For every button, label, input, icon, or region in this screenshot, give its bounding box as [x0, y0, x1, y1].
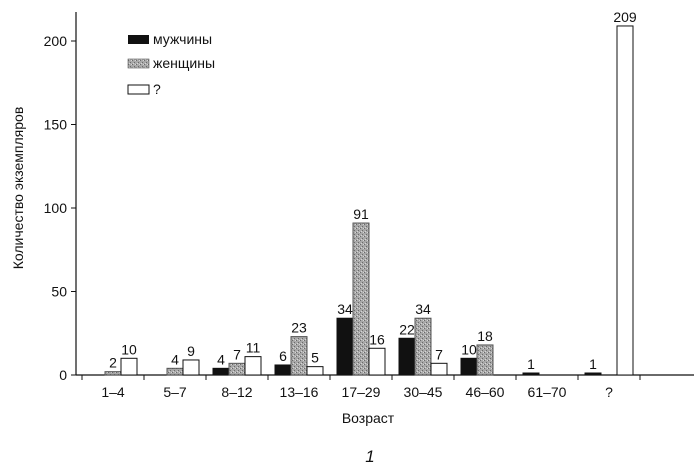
bar-men — [584, 372, 602, 376]
legend: мужчины женщины ? — [127, 31, 215, 97]
data-label: 91 — [353, 206, 369, 222]
bar-men — [460, 357, 478, 376]
data-label: 6 — [279, 348, 287, 364]
x-tick-label: 30–45 — [404, 384, 443, 400]
x-tick-label: 13–16 — [280, 384, 319, 400]
x-tick-label: 17–29 — [342, 384, 381, 400]
legend-label-men: мужчины — [153, 31, 212, 47]
x-tick-label: 46–60 — [466, 384, 505, 400]
data-label: 22 — [399, 321, 415, 337]
data-label: 9 — [187, 343, 195, 359]
data-label: 5 — [311, 350, 319, 366]
data-label: 2 — [109, 355, 117, 371]
bar-unknown — [244, 356, 262, 376]
bar-unknown — [120, 357, 138, 376]
x-tick-label: 1–4 — [101, 384, 125, 400]
legend-swatch-men — [128, 35, 149, 44]
data-label: 11 — [246, 340, 261, 356]
data-label: 7 — [233, 346, 241, 362]
bar-men — [274, 364, 292, 376]
legend-swatch-women — [127, 58, 150, 69]
bar-women — [228, 362, 246, 376]
plot-area: 0 50 100 150 200 1–4 5–7 8–12 13–16 17–29 30–45 46–… — [44, 9, 694, 400]
data-label: 18 — [477, 328, 493, 344]
bar-men — [398, 337, 416, 376]
bar-unknown — [368, 347, 386, 376]
bar-women — [290, 336, 308, 376]
x-tick-label: 61–70 — [528, 384, 567, 400]
y-axis-title: Количество экземпляров — [10, 107, 26, 270]
y-tick-label: 200 — [44, 33, 68, 49]
data-label: 4 — [217, 351, 225, 367]
y-tick-label: 100 — [44, 200, 68, 216]
y-tick-label: 50 — [51, 284, 67, 300]
data-label: 1 — [589, 356, 597, 372]
bar-women — [476, 344, 494, 376]
bar-unknown — [182, 359, 200, 376]
data-label: 4 — [171, 351, 179, 367]
data-label: 34 — [415, 301, 431, 317]
x-tick-label: 8–12 — [221, 384, 252, 400]
bar-men — [522, 372, 540, 376]
data-label: 16 — [369, 331, 385, 347]
y-tick-label: 150 — [44, 117, 68, 133]
x-tick-label: 5–7 — [163, 384, 187, 400]
bar-unknown — [616, 25, 634, 376]
y-tick-label: 0 — [59, 367, 67, 383]
bar-unknown — [430, 362, 448, 376]
legend-swatch-unknown — [127, 84, 150, 95]
legend-label-unknown: ? — [153, 81, 161, 97]
data-label: 10 — [461, 341, 477, 357]
figure-caption: 1 — [365, 447, 374, 466]
bar-women — [352, 222, 370, 376]
data-label: 34 — [337, 301, 353, 317]
data-label: 10 — [121, 341, 137, 357]
bar-men — [212, 367, 230, 376]
data-label: 23 — [291, 320, 307, 336]
legend-label-women: женщины — [153, 55, 215, 71]
bar-women — [414, 317, 432, 376]
bar-unknown — [306, 366, 324, 376]
data-label: 1 — [527, 356, 535, 372]
x-tick-label: ? — [605, 384, 613, 400]
data-label: 209 — [613, 9, 637, 25]
bar-women — [104, 371, 122, 376]
x-axis-title: Возраст — [342, 410, 395, 426]
data-label: 7 — [435, 346, 443, 362]
bar-men — [336, 317, 354, 376]
bar-women — [166, 367, 184, 376]
